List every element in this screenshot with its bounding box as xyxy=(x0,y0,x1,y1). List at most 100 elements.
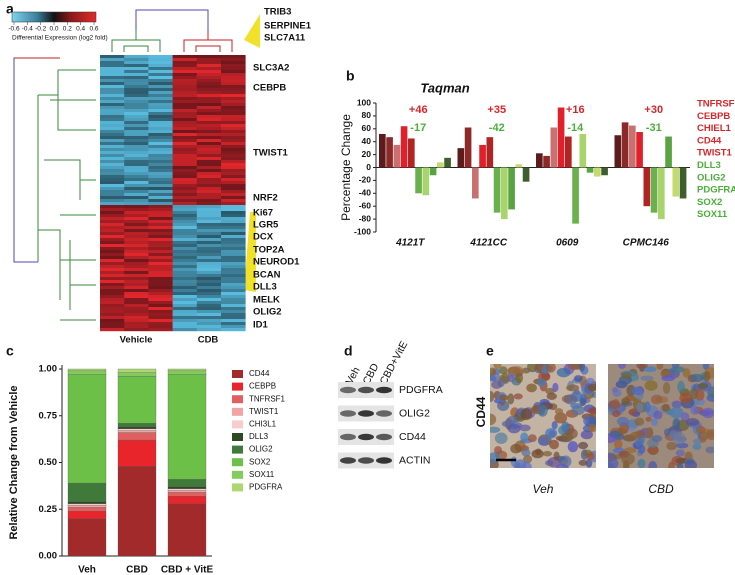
bar-segment xyxy=(167,368,207,372)
bar-segment xyxy=(167,496,207,504)
heatmap-texture xyxy=(196,157,222,161)
cell xyxy=(490,390,495,403)
cell xyxy=(527,434,537,443)
heatmap-texture xyxy=(221,196,246,200)
cell xyxy=(670,366,685,373)
heatmap-texture xyxy=(196,247,222,251)
heatmap-texture xyxy=(221,97,246,101)
heatmap-texture xyxy=(124,85,149,89)
cell xyxy=(490,375,497,382)
heatmap-texture xyxy=(172,181,198,185)
heatmap-texture xyxy=(148,61,173,65)
heatmap-texture xyxy=(100,169,125,173)
cell xyxy=(588,423,596,433)
legend-swatch xyxy=(232,483,243,492)
heatmap-texture xyxy=(148,187,173,191)
heatmap-texture xyxy=(124,172,149,176)
heatmap-texture xyxy=(196,229,222,233)
heatmap-texture xyxy=(172,214,198,218)
heatmap-texture xyxy=(100,229,125,233)
heatmap-texture xyxy=(196,253,222,257)
heatmap-texture xyxy=(196,289,222,293)
heatmap-texture xyxy=(172,199,198,203)
panel-letter: d xyxy=(344,343,353,359)
heatmap-texture xyxy=(100,274,125,278)
heatmap-texture xyxy=(172,217,198,221)
heatmap-texture xyxy=(148,100,173,104)
heatmap-texture xyxy=(148,190,173,194)
cell xyxy=(621,372,632,380)
cell xyxy=(661,403,671,412)
bar-segment xyxy=(117,368,157,373)
heatmap-texture xyxy=(124,304,149,308)
cell xyxy=(580,430,593,440)
bar xyxy=(457,148,465,168)
cell xyxy=(586,452,595,461)
heatmap-texture xyxy=(221,289,246,293)
heatmap-texture xyxy=(124,64,149,68)
heatmap-texture xyxy=(148,211,173,215)
cell xyxy=(677,380,685,393)
heatmap-texture xyxy=(172,61,198,65)
heatmap-texture xyxy=(221,304,246,308)
heatmap-texture xyxy=(172,151,198,155)
heatmap-texture xyxy=(148,262,173,266)
highlight-triangle xyxy=(244,14,260,48)
heatmap-texture xyxy=(100,247,125,251)
panel-letter: c xyxy=(6,343,14,359)
legend-swatch xyxy=(232,445,243,454)
heatmap xyxy=(100,55,246,332)
bar-segment xyxy=(117,439,157,467)
heatmap-texture xyxy=(100,241,125,245)
heatmap-texture xyxy=(100,220,125,224)
heatmap-texture xyxy=(124,154,149,158)
heatmap-texture xyxy=(124,244,149,248)
heatmap-texture xyxy=(100,217,125,221)
heatmap-texture xyxy=(172,310,198,314)
heatmap-texture xyxy=(172,205,198,209)
heatmap-texture xyxy=(221,307,246,311)
heatmap-texture xyxy=(124,187,149,191)
heatmap-texture xyxy=(148,238,173,242)
legend-swatch xyxy=(232,382,243,391)
heatmap-texture xyxy=(221,283,246,287)
heatmap-texture xyxy=(148,307,173,311)
heatmap-texture xyxy=(148,256,173,260)
heatmap-texture xyxy=(196,199,222,203)
heatmap-texture xyxy=(221,67,246,71)
heatmap-texture xyxy=(124,250,149,254)
heatmap-texture xyxy=(196,220,222,224)
cell xyxy=(690,405,700,415)
heatmap-texture xyxy=(221,106,246,110)
bar xyxy=(536,153,543,168)
cell xyxy=(499,366,508,375)
cell xyxy=(531,449,544,459)
heatmap-texture xyxy=(124,292,149,296)
heatmap-texture xyxy=(124,295,149,299)
heatmap-texture xyxy=(148,106,173,110)
bar xyxy=(636,132,643,168)
heatmap-texture xyxy=(124,280,149,284)
heatmap-texture xyxy=(124,91,149,95)
bar-segment xyxy=(167,479,207,487)
bar-segment xyxy=(167,503,207,557)
heatmap-texture xyxy=(196,322,222,326)
heatmap-texture xyxy=(221,163,246,167)
heatmap-texture xyxy=(196,127,222,131)
heatmap-texture xyxy=(100,199,125,203)
blot-band xyxy=(340,410,356,417)
heatmap-texture xyxy=(124,121,149,125)
heatmap-texture xyxy=(221,313,246,317)
heatmap-texture xyxy=(172,103,198,107)
heatmap-texture xyxy=(221,193,246,197)
heatmap-texture xyxy=(124,268,149,272)
bar xyxy=(429,167,437,176)
heatmap-texture xyxy=(100,106,125,110)
heatmap-texture xyxy=(221,265,246,269)
heatmap-texture xyxy=(148,265,173,269)
heatmap-texture xyxy=(196,307,222,311)
cell xyxy=(640,375,654,381)
cell xyxy=(578,459,588,466)
heatmap-texture xyxy=(221,121,246,125)
heatmap-texture xyxy=(172,100,198,104)
